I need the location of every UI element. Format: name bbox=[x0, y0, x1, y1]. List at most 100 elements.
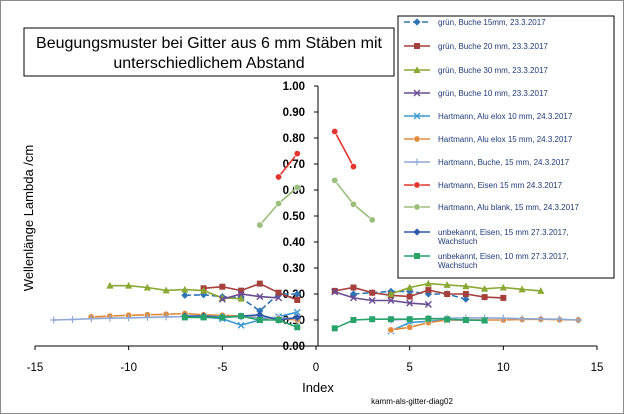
x-axis-label: Index bbox=[302, 380, 334, 395]
data-point bbox=[537, 315, 545, 323]
legend-label: Hartmann, Alu blank, 15 mm, 24.3.2017 bbox=[438, 203, 580, 212]
data-point bbox=[350, 317, 357, 323]
y-tick-label: 0.50 bbox=[283, 211, 305, 223]
legend-swatch-marker bbox=[413, 18, 421, 26]
legend-label: grün, Buche 20 mm, 23.3.2017 bbox=[438, 42, 548, 51]
data-point bbox=[387, 290, 395, 297]
data-point bbox=[293, 150, 301, 158]
legend-label: unbekannt, Eisen, 10 mm 27.3.2017, bbox=[438, 252, 569, 261]
legend-swatch-marker bbox=[413, 203, 421, 211]
data-point bbox=[181, 314, 188, 321]
series-line bbox=[334, 291, 429, 306]
data-point bbox=[387, 326, 395, 334]
series-line bbox=[277, 153, 298, 178]
legend-label: grün, Buche 10 mm, 23.3.2017 bbox=[438, 89, 548, 98]
series-line bbox=[333, 131, 355, 167]
data-point bbox=[369, 316, 376, 323]
title-box bbox=[23, 27, 395, 77]
data-point bbox=[237, 294, 245, 302]
data-point bbox=[275, 317, 282, 323]
data-point bbox=[368, 297, 376, 304]
data-point bbox=[218, 295, 226, 303]
data-point bbox=[537, 287, 545, 294]
data-point bbox=[462, 295, 470, 303]
data-point bbox=[481, 294, 488, 301]
data-point bbox=[349, 200, 357, 208]
legend-label: unbekannt, Eisen, 15 mm 27.3.2017, bbox=[438, 228, 569, 237]
data-point bbox=[294, 296, 301, 303]
data-point bbox=[219, 314, 226, 321]
data-point bbox=[237, 321, 245, 329]
data-point bbox=[443, 281, 451, 288]
data-point bbox=[406, 293, 413, 300]
data-point bbox=[106, 281, 114, 289]
series-line bbox=[203, 311, 298, 327]
data-point bbox=[499, 283, 507, 291]
legend-box bbox=[397, 15, 615, 279]
data-point bbox=[406, 316, 413, 323]
data-point bbox=[387, 316, 394, 323]
data-point bbox=[256, 221, 264, 229]
data-point bbox=[238, 287, 245, 294]
data-point bbox=[424, 279, 432, 287]
data-point bbox=[406, 283, 414, 291]
y-tick-label: 1.00 bbox=[283, 81, 305, 93]
data-point bbox=[181, 291, 189, 299]
series-line bbox=[222, 293, 279, 300]
y-tick-label: 0.70 bbox=[283, 159, 305, 171]
data-point bbox=[125, 314, 133, 322]
x-tick-label: 5 bbox=[406, 362, 412, 374]
data-point bbox=[256, 311, 264, 319]
data-point bbox=[219, 283, 226, 290]
chart-annotation: kamm-als-gitter-diag02 bbox=[371, 397, 453, 406]
legend-label: grün, Buche 15mm, 23.3.2017 bbox=[438, 18, 546, 27]
legend-swatch-marker bbox=[413, 66, 421, 73]
y-tick-label: 0.00 bbox=[283, 341, 305, 353]
y-tick-label: 0.30 bbox=[283, 263, 305, 275]
data-point bbox=[481, 285, 489, 292]
legend-swatch-marker bbox=[413, 228, 421, 236]
x-tick-label: -5 bbox=[217, 362, 227, 374]
legend-label: Hartmann, Alu elox 10 mm, 24.3.2017 bbox=[438, 112, 573, 121]
data-point bbox=[462, 282, 470, 290]
legend-label: Hartmann, Alu elox 15 mm, 24.3.2017 bbox=[438, 135, 573, 144]
chart-title-line-2: unterschiedlichem Abstand bbox=[113, 55, 304, 72]
data-point bbox=[50, 316, 58, 324]
legend-label-cont: Wachstuch bbox=[438, 237, 477, 246]
plot-area: -15 -10 -5 0 5 10 150.000.100.200.300.400.500.… bbox=[27, 81, 604, 374]
series-line bbox=[203, 282, 298, 301]
x-tick-label: 15 bbox=[591, 362, 604, 374]
data-point bbox=[349, 163, 357, 171]
data-point bbox=[275, 289, 282, 296]
data-point bbox=[369, 289, 376, 296]
data-point bbox=[256, 293, 264, 301]
legend-label-cont: Wachstuch bbox=[438, 261, 477, 270]
data-point bbox=[574, 316, 582, 324]
x-tick-label: 10 bbox=[497, 362, 510, 374]
data-point bbox=[275, 200, 283, 208]
legend-swatch-marker bbox=[413, 158, 421, 166]
legend-swatch-marker bbox=[413, 181, 421, 189]
data-point bbox=[462, 291, 469, 297]
data-point bbox=[424, 300, 432, 308]
data-point bbox=[238, 313, 245, 320]
data-point bbox=[406, 299, 414, 307]
data-point bbox=[406, 323, 414, 331]
data-point bbox=[200, 286, 208, 294]
legend-swatch-marker bbox=[414, 253, 420, 259]
data-point bbox=[349, 294, 357, 302]
data-point bbox=[200, 291, 208, 299]
legend-swatch-marker bbox=[413, 89, 421, 97]
data-point bbox=[331, 325, 338, 332]
y-axis-label: Wellenlänge Lambda /cm bbox=[21, 145, 36, 291]
data-point bbox=[425, 315, 432, 322]
data-point bbox=[331, 288, 339, 296]
data-point bbox=[331, 128, 339, 136]
data-point bbox=[143, 283, 151, 291]
data-point bbox=[125, 281, 133, 289]
data-point bbox=[350, 284, 357, 291]
data-point bbox=[256, 307, 264, 315]
data-point bbox=[462, 317, 469, 323]
data-point bbox=[293, 183, 301, 191]
